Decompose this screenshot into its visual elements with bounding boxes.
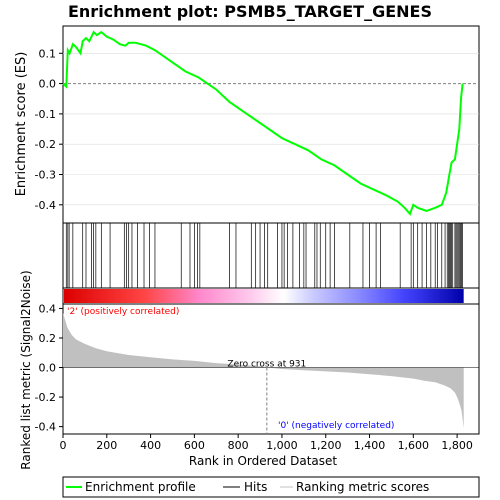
- es-y-tick-label: 0.1: [39, 47, 57, 60]
- x-tick-label: 600: [184, 439, 205, 452]
- negative-correlated-label: '0' (negatively correlated): [278, 421, 394, 431]
- legend-enrichment-label: Enrichment profile: [85, 480, 196, 494]
- es-y-tick-label: -0.1: [35, 108, 56, 121]
- metric-y-label: Ranked list metric (Signal2Noise): [19, 270, 33, 469]
- rank-colorbar-fill: [64, 289, 464, 303]
- x-tick-label: 800: [228, 439, 249, 452]
- es-y-tick-label: -0.3: [35, 169, 56, 182]
- x-axis: 0 200 400 600 800 1,000 1,200 1,400 1,600 1,800: [60, 434, 473, 452]
- ranking-metric-area: [63, 312, 464, 429]
- metric-y-axis: -0.4 -0.2 0.0 0.2 0.4: [35, 302, 63, 434]
- zero-cross-label: Zero cross at 931: [227, 360, 306, 370]
- x-axis-label: Rank in Ordered Dataset: [189, 454, 337, 468]
- x-tick-label: 1,200: [310, 439, 342, 452]
- es-gridlines: [63, 52, 479, 206]
- legend-box: [62, 476, 480, 498]
- es-y-tick-label: -0.4: [35, 199, 56, 212]
- x-tick-label: 1,600: [398, 439, 430, 452]
- es-y-label: Enrichment score (ES): [14, 52, 29, 197]
- es-y-tick-label: 0.0: [39, 78, 57, 91]
- metric-y-tick-label: 0.4: [39, 302, 57, 315]
- positive-correlated-label: '2' (positively correlated): [67, 307, 179, 317]
- metric-y-tick-label: -0.2: [35, 391, 56, 404]
- x-tick-label: 400: [140, 439, 161, 452]
- es-y-tick-label: -0.2: [35, 138, 56, 151]
- es-panel: [62, 25, 480, 224]
- x-tick-label: 1,000: [266, 439, 298, 452]
- metric-y-tick-label: -0.4: [35, 421, 56, 434]
- x-tick-label: 200: [96, 439, 117, 452]
- x-tick-label: 0: [60, 439, 67, 452]
- enrichment-profile-line: [62, 30, 464, 216]
- hits-panel: [62, 222, 480, 289]
- legend-metric-label: Ranking metric scores: [296, 480, 429, 494]
- hits-marks: [65, 223, 463, 288]
- es-y-axis: -0.4 -0.3 -0.2 -0.1 0.0 0.1: [35, 47, 63, 212]
- x-tick-label: 1,400: [354, 439, 386, 452]
- chart-title: Enrichment plot: PSMB5_TARGET_GENES: [68, 2, 432, 21]
- metric-y-tick-label: 0.0: [39, 362, 57, 375]
- legend-hits-label: Hits: [244, 480, 267, 494]
- x-tick-label: 1,800: [441, 439, 473, 452]
- metric-y-tick-label: 0.2: [39, 332, 57, 345]
